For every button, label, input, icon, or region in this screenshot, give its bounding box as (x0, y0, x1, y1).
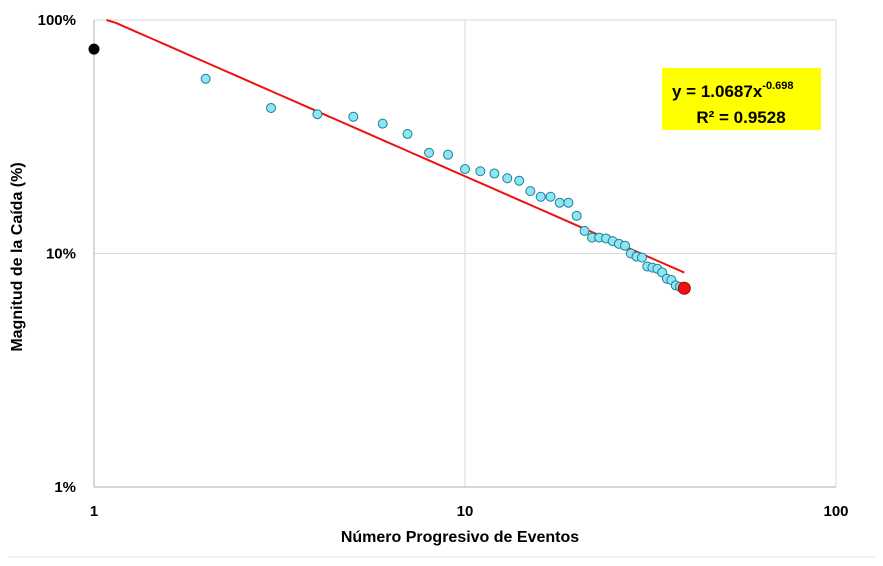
data-point (377, 118, 388, 129)
data-point (489, 168, 500, 179)
data-point (402, 128, 413, 139)
data-point (637, 252, 648, 263)
x-tick-label: 1 (90, 503, 98, 520)
data-point (535, 191, 546, 202)
equation-text: y = 1.0687x (672, 82, 763, 101)
x-tick-label: 100 (823, 503, 848, 520)
data-point (266, 102, 277, 113)
tick-labels-layer: 1 10 100 1% 10% 100% (38, 12, 849, 520)
data-point (525, 186, 536, 197)
y-tick-label: 100% (38, 12, 76, 29)
trendline-annotation: y = 1.0687x-0.698 R² = 0.9528 (662, 68, 821, 130)
data-point (579, 225, 590, 236)
annotation-box (662, 68, 821, 130)
data-point (514, 175, 525, 186)
data-point (545, 191, 556, 202)
data-point (443, 149, 454, 160)
data-point (200, 73, 211, 84)
equation-exponent: -0.698 (762, 80, 793, 92)
data-point (312, 109, 323, 120)
trendline-equation: y = 1.0687x-0.698 (672, 80, 793, 101)
x-tick-label: 10 (457, 503, 474, 520)
data-point (554, 197, 565, 208)
first-data-point (88, 43, 100, 55)
y-axis-title: Magnitud de la Caída (%) (9, 162, 26, 351)
data-point (563, 197, 574, 208)
data-point (620, 240, 631, 251)
data-point (475, 166, 486, 177)
x-axis-title: Número Progresivo de Eventos (341, 529, 579, 546)
data-point (502, 173, 513, 184)
axis-layer (93, 20, 836, 488)
r-squared-text: R² = 0.9528 (696, 108, 785, 127)
data-point (424, 147, 435, 158)
y-tick-label: 10% (46, 246, 76, 263)
data-point (348, 111, 359, 122)
last-data-point (677, 281, 691, 295)
data-point (460, 164, 470, 175)
data-point (571, 210, 582, 221)
y-tick-label: 1% (54, 479, 76, 496)
points-layer (88, 43, 691, 295)
